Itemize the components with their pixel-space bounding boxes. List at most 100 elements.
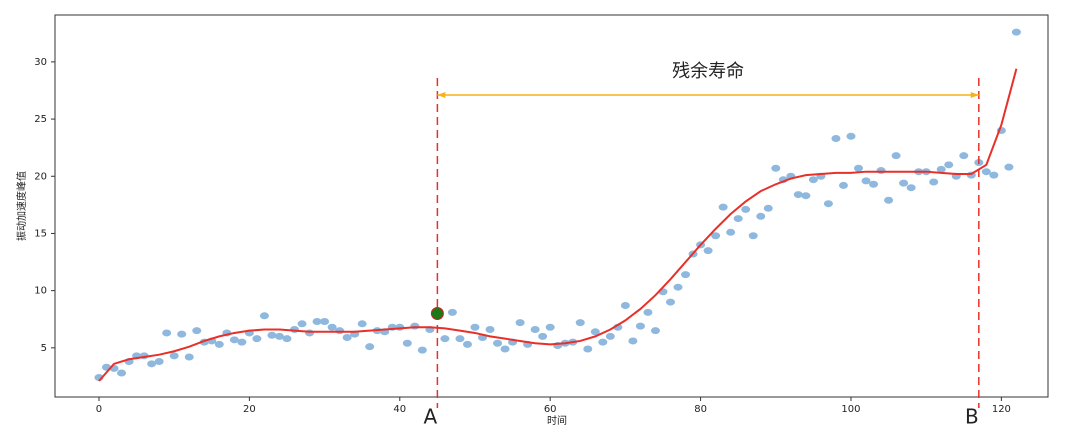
data-point — [929, 178, 939, 186]
data-point — [312, 318, 322, 326]
data-point — [583, 345, 593, 353]
data-point — [229, 336, 239, 344]
data-point — [274, 332, 284, 340]
data-point — [831, 135, 841, 143]
y-tick-label: 20 — [34, 171, 47, 182]
data-point — [267, 331, 277, 339]
data-point — [282, 335, 292, 343]
x-tick-label: 40 — [393, 404, 406, 415]
data-point — [575, 319, 585, 327]
data-point — [628, 337, 638, 345]
data-point — [184, 353, 194, 361]
data-point — [711, 232, 721, 240]
y-tick-label: 15 — [34, 228, 47, 239]
data-point — [470, 323, 480, 331]
data-point — [538, 332, 548, 340]
data-point — [327, 323, 337, 331]
x-tick-label: 20 — [243, 404, 256, 415]
data-point — [643, 308, 653, 316]
data-point — [259, 312, 269, 320]
data-point — [861, 177, 871, 185]
data-point — [455, 335, 465, 343]
data-point — [305, 329, 315, 337]
data-point — [237, 338, 247, 346]
data-point — [320, 318, 330, 326]
data-point — [823, 200, 833, 208]
data-point — [673, 283, 683, 291]
data-point — [876, 167, 886, 175]
data-point — [869, 180, 879, 188]
data-point — [169, 352, 179, 360]
data-point — [726, 228, 736, 236]
data-point — [936, 165, 946, 173]
plot-frame — [54, 14, 1049, 398]
data-point — [500, 345, 510, 353]
data-point — [944, 161, 954, 169]
data-point — [335, 327, 345, 335]
x-tick-label: 100 — [841, 404, 860, 415]
data-point — [838, 181, 848, 189]
data-point — [598, 338, 608, 346]
data-point — [771, 164, 781, 172]
arrow-head — [437, 92, 446, 99]
data-point — [590, 328, 600, 336]
data-point — [357, 320, 367, 328]
data-point — [620, 302, 630, 310]
arrow-head — [970, 92, 979, 99]
data-point — [891, 152, 901, 160]
fit-curve — [98, 68, 1018, 382]
data-point — [410, 322, 420, 330]
data-point — [718, 203, 728, 211]
highlight-point — [430, 307, 444, 321]
data-point — [681, 271, 691, 279]
data-point — [214, 340, 224, 348]
data-point — [493, 339, 503, 347]
data-point — [162, 329, 172, 337]
marker-label: A — [424, 405, 438, 429]
data-point — [605, 332, 615, 340]
marker-label: B — [965, 405, 979, 429]
data-point — [530, 326, 540, 334]
data-point — [462, 340, 472, 348]
data-point — [252, 335, 262, 343]
x-tick-label: 0 — [96, 404, 102, 415]
data-point — [192, 327, 202, 335]
data-point — [899, 179, 909, 187]
y-tick-label: 5 — [41, 343, 47, 354]
data-point — [853, 164, 863, 172]
data-point — [763, 204, 773, 212]
data-point — [756, 212, 766, 220]
data-point — [793, 191, 803, 199]
data-point — [801, 192, 811, 200]
data-point — [440, 335, 450, 343]
data-point — [741, 205, 751, 213]
x-tick-label: 60 — [544, 404, 557, 415]
x-axis-label: 时间 — [547, 414, 567, 427]
data-point — [342, 334, 352, 342]
data-point — [485, 326, 495, 334]
data-point — [147, 360, 157, 368]
x-tick-label: 120 — [992, 404, 1011, 415]
data-point — [981, 168, 991, 176]
data-point — [959, 152, 969, 160]
data-point — [650, 327, 660, 335]
data-point — [417, 346, 427, 354]
data-point — [733, 215, 743, 223]
y-tick-label: 25 — [34, 114, 47, 125]
data-point — [846, 132, 856, 140]
data-point — [635, 322, 645, 330]
data-point — [177, 330, 187, 338]
data-point — [748, 232, 758, 240]
data-point — [297, 320, 307, 328]
data-point — [1004, 163, 1014, 171]
data-point — [808, 176, 818, 184]
y-tick-label: 30 — [34, 57, 47, 68]
y-tick-label: 10 — [34, 286, 47, 297]
data-point — [447, 308, 457, 316]
data-point — [117, 369, 127, 377]
data-point — [154, 358, 164, 366]
data-point — [545, 323, 555, 331]
data-point — [884, 196, 894, 204]
data-point — [1011, 28, 1021, 36]
